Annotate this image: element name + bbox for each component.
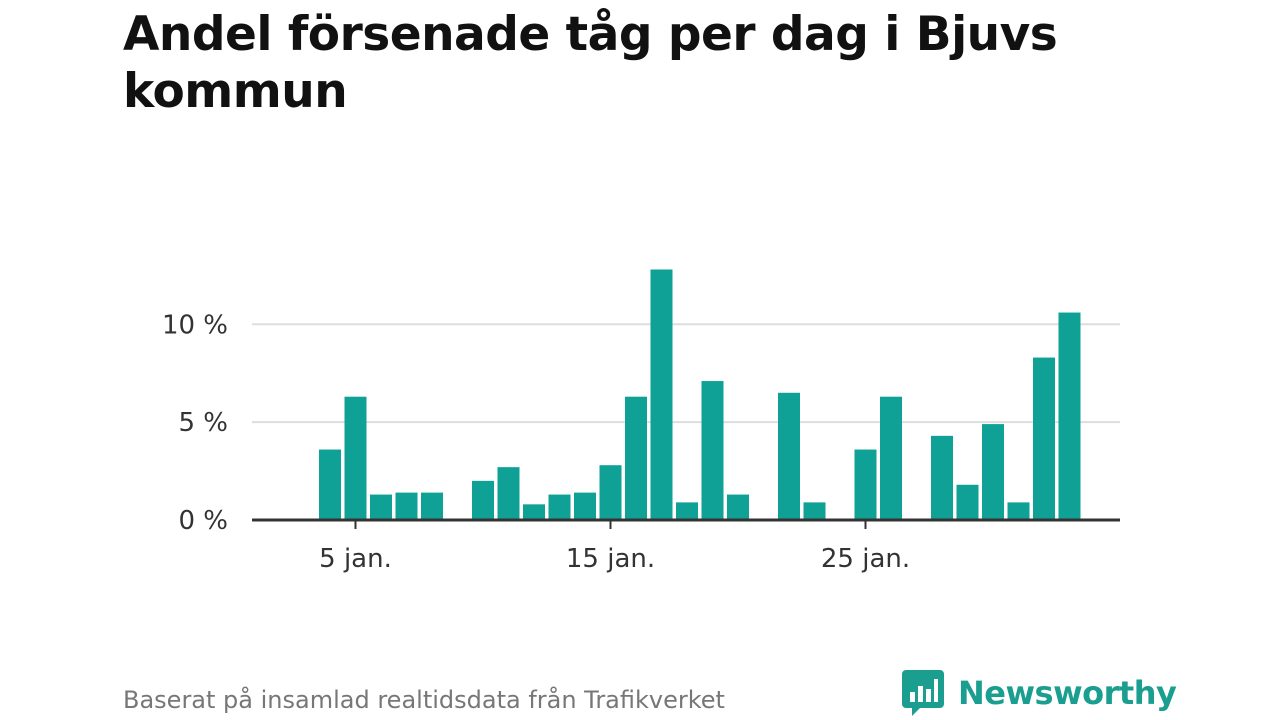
x-tick-label: 15 jan. [566,544,655,574]
bar [778,392,800,520]
bar [523,504,545,520]
bar [880,396,902,520]
x-axis-ticks: 5 jan. 15 jan. 25 jan. [319,520,910,574]
newsworthy-logo-icon [902,670,944,716]
bar [701,381,724,520]
chart-title: Andel försenade tåg per dag i Bjuvs komm… [123,7,1058,119]
bar [395,492,418,520]
y-tick-label: 5 % [178,408,228,438]
newsworthy-logo-text: Newsworthy [958,674,1177,712]
bar [497,467,520,520]
source-note: Baserat på insamlad realtidsdata från Tr… [123,686,725,714]
bar [854,449,877,520]
gridlines [252,323,1120,424]
bar [676,502,698,520]
bar [803,502,826,520]
bar [472,480,494,520]
bar [421,492,443,520]
bar [548,494,571,520]
x-tick-label: 5 jan. [319,544,392,574]
bar [370,494,392,520]
y-axis-ticks: 0 % 5 % 10 % [162,310,228,536]
y-tick-label: 0 % [178,506,228,536]
bar [1058,312,1081,520]
bar [650,269,673,520]
bar [931,435,953,520]
x-tick-label: 25 jan. [821,544,910,574]
bar [625,396,647,520]
y-tick-label: 10 % [162,310,228,340]
bar [599,465,622,520]
bars [319,269,1081,520]
bar [1033,357,1055,520]
bar [319,449,341,520]
bar [574,492,596,520]
bar [1007,502,1030,520]
bar [727,494,749,520]
bar [982,424,1004,520]
bar [956,484,979,520]
newsworthy-logo[interactable]: Newsworthy [902,670,1177,716]
bar [344,396,367,520]
